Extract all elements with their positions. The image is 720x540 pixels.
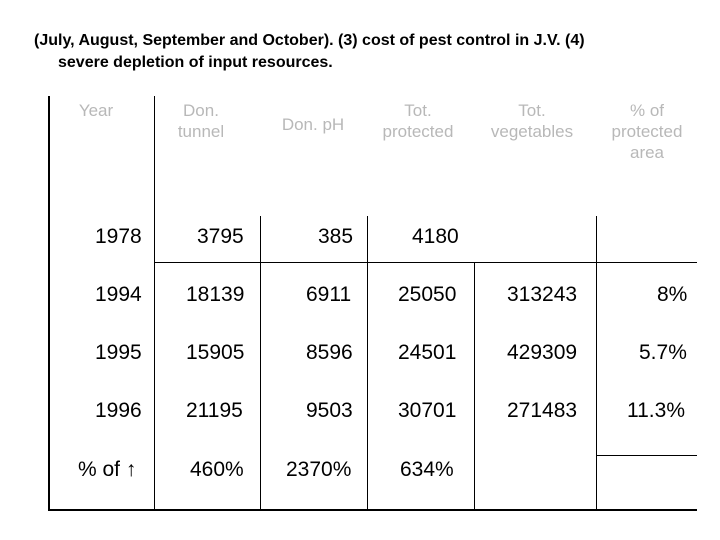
header-tot-vegetables: Tot. vegetables [490,101,574,141]
row-divider [154,262,697,263]
row-divider [596,455,697,456]
cell-tot-protected: 30701 [398,399,457,422]
title-line-1: (July, August, September and October). (… [34,32,585,49]
cell-don-tunnel: 18139 [186,283,245,306]
cell-tot-vegetables: 429309 [507,341,578,364]
cell-don-ph: 6911 [306,283,352,306]
column-divider [596,216,597,511]
column-divider [260,216,261,511]
cell-don-ph: 385 [318,225,354,248]
slide-title: (July, August, September and October). (… [34,30,704,74]
header-pct-protected: % of protected area [611,101,683,162]
title-line-2: severe depletion of input resources. [58,54,333,71]
cell-don-ph: 2370% [286,458,352,481]
cell-year: 1994 [95,283,142,306]
column-divider [367,216,368,511]
cell-year: % of ↑ [78,458,137,481]
cell-pct-protected: 11.3% [627,399,685,422]
cell-don-ph: 8596 [306,341,353,364]
cell-tot-protected: 4180 [412,225,459,248]
header-don-ph: Don. pH [281,115,345,134]
cell-don-tunnel: 15905 [186,341,245,364]
column-divider [474,262,475,511]
cell-tot-protected: 25050 [398,283,457,306]
header-don-tunnel: Don. tunnel [177,101,225,141]
header-year: Year [78,101,114,120]
cell-pct-protected: 5.7% [639,341,687,364]
cell-tot-vegetables: 271483 [507,399,578,422]
table-frame [48,96,697,511]
cell-pct-protected: 8% [657,283,688,306]
cell-don-ph: 9503 [306,399,353,422]
header-tot-protected: Tot. protected [382,101,454,141]
column-divider [154,96,155,511]
cell-tot-vegetables: 313243 [507,283,578,306]
cell-don-tunnel: 21195 [186,399,243,422]
cell-don-tunnel: 3795 [197,225,244,248]
cell-year: 1995 [95,341,142,364]
cell-year: 1996 [95,399,142,422]
cell-tot-protected: 24501 [398,341,457,364]
cell-don-tunnel: 460% [190,458,244,481]
cell-tot-protected: 634% [400,458,454,481]
cell-year: 1978 [95,225,142,248]
